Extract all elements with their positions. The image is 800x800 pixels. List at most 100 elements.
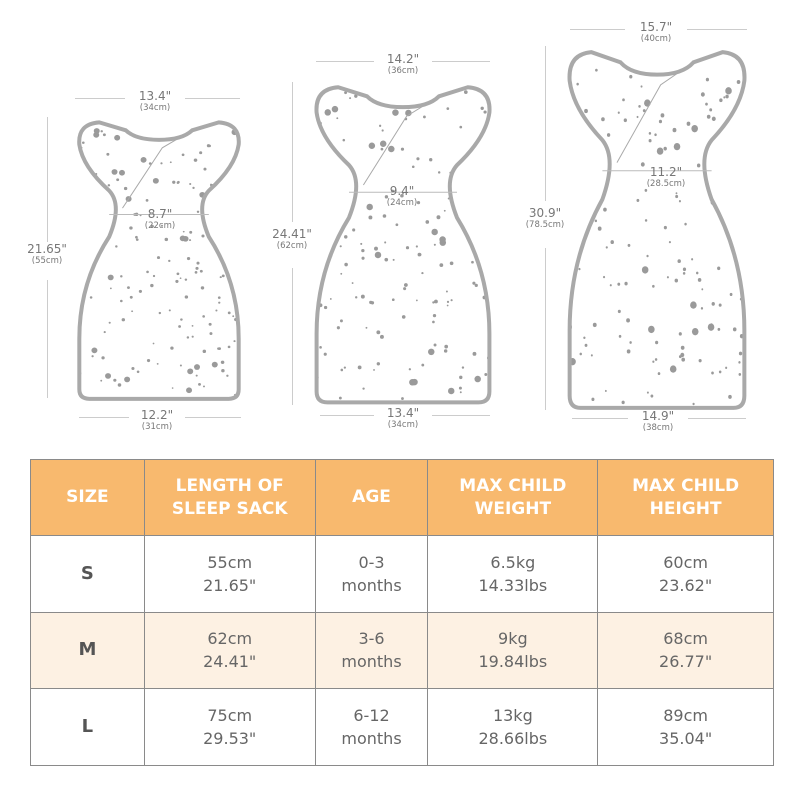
star-icon	[737, 216, 744, 225]
star-icon	[697, 277, 702, 282]
star-icon	[684, 222, 687, 226]
star-icon	[160, 162, 163, 165]
star-icon	[111, 169, 118, 175]
star-icon	[394, 90, 397, 93]
star-icon	[691, 258, 694, 261]
dimension-line	[292, 268, 293, 405]
star-icon	[726, 185, 731, 190]
star-icon	[648, 139, 652, 143]
star-icon	[152, 177, 159, 184]
star-icon	[384, 257, 389, 262]
star-icon	[663, 225, 667, 230]
star-icon	[140, 156, 147, 163]
star-icon	[690, 301, 697, 309]
star-icon	[218, 301, 221, 304]
star-icon	[719, 98, 723, 103]
star-icon	[379, 334, 384, 339]
star-icon	[373, 369, 375, 371]
star-icon	[217, 296, 221, 299]
star-icon	[648, 325, 655, 334]
star-icon	[603, 275, 606, 279]
star-icon	[193, 158, 198, 162]
cell-length: 55cm 21.65"	[143, 535, 316, 613]
star-icon	[668, 240, 671, 244]
cell-weight: 6.5kg 14.33lbs	[427, 535, 599, 613]
small-waist-width: 8.7" (22cm)	[144, 207, 176, 231]
star-icon	[91, 202, 95, 206]
star-icon	[725, 94, 729, 99]
star-icon	[146, 358, 151, 363]
star-icon	[124, 376, 131, 383]
star-icon	[728, 394, 732, 399]
cell-age: 6-12 months	[314, 688, 429, 766]
star-icon	[677, 259, 681, 264]
star-icon	[123, 186, 128, 191]
star-icon	[198, 382, 201, 386]
star-icon	[106, 152, 110, 156]
star-icon	[709, 108, 713, 112]
star-icon	[360, 242, 363, 245]
star-icon	[711, 301, 715, 306]
star-icon	[604, 389, 607, 392]
star-icon	[475, 158, 478, 161]
star-icon	[189, 230, 193, 234]
star-icon	[711, 116, 716, 122]
star-icon	[626, 318, 630, 323]
star-icon	[324, 109, 331, 116]
star-icon	[646, 254, 649, 258]
star-icon	[652, 284, 655, 288]
star-icon	[379, 140, 387, 148]
star-icon	[179, 277, 182, 280]
star-icon	[663, 146, 667, 151]
cell-age: 0-3 months	[314, 535, 429, 613]
star-icon	[428, 348, 435, 356]
star-icon	[626, 349, 631, 354]
medium-height: 24.41" (62cm)	[272, 227, 312, 251]
star-icon	[678, 355, 682, 359]
star-icon	[152, 274, 156, 278]
star-icon	[439, 263, 444, 267]
star-icon	[652, 360, 655, 363]
star-icon	[403, 83, 407, 87]
cell-size: L	[30, 688, 145, 766]
star-icon	[218, 347, 221, 350]
star-icon	[189, 182, 192, 186]
large-waist-width: 11.2" (28.5cm)	[646, 165, 686, 189]
star-icon	[129, 295, 133, 299]
star-icon	[480, 106, 484, 110]
star-icon	[595, 68, 598, 72]
star-icon	[322, 158, 325, 161]
star-icon	[738, 361, 741, 364]
star-icon	[91, 347, 98, 354]
sack-trim	[316, 87, 489, 402]
star-icon	[644, 188, 648, 192]
large-bottom-width: 14.9" (38cm)	[641, 409, 675, 433]
star-icon	[160, 224, 164, 227]
star-icon	[617, 111, 620, 114]
star-icon	[108, 321, 111, 324]
star-icon	[215, 309, 218, 312]
star-icon	[221, 228, 224, 232]
star-icon	[150, 283, 154, 288]
star-icon	[584, 108, 588, 114]
star-icon	[107, 184, 111, 187]
star-icon	[740, 121, 745, 130]
star-icon	[433, 343, 437, 347]
star-icon	[636, 198, 640, 202]
star-icon	[338, 396, 342, 400]
star-icon	[88, 117, 92, 120]
star-icon	[700, 307, 704, 310]
dimension-line	[545, 46, 546, 201]
star-icon	[605, 246, 608, 249]
star-icon	[175, 279, 179, 283]
star-icon	[449, 261, 454, 266]
star-icon	[131, 366, 135, 370]
star-icon	[705, 77, 709, 82]
star-icon	[680, 345, 685, 350]
star-icon	[195, 266, 199, 270]
star-icon	[221, 274, 225, 278]
star-icon	[338, 210, 342, 214]
star-icon	[645, 100, 649, 105]
star-icon	[136, 370, 140, 374]
